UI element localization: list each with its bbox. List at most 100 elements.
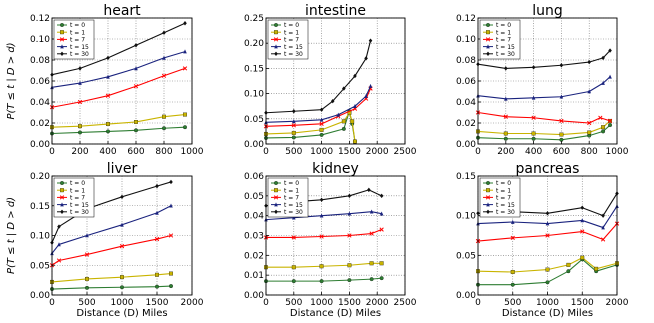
- y-tick-label: 0.02: [456, 119, 476, 129]
- data-point: [319, 117, 324, 122]
- data-point: [379, 276, 384, 281]
- y-tick-label: 0.08: [456, 56, 476, 66]
- y-tick-label: 0.12: [456, 14, 476, 24]
- series-line: [51, 285, 172, 290]
- data-point: [319, 107, 324, 112]
- data-point: [353, 73, 357, 79]
- x-tick-label: 500: [504, 298, 521, 308]
- series-line: [266, 229, 382, 239]
- x-tick-label: 2000: [181, 298, 204, 308]
- data-point: [291, 265, 296, 270]
- legend-label: t = 7: [284, 37, 299, 44]
- data-point: [369, 261, 374, 266]
- series-line: [51, 114, 186, 128]
- x-tick-label: 200: [71, 147, 88, 157]
- y-tick-label: 0.05: [456, 251, 476, 261]
- legend-marker: [273, 37, 279, 42]
- series-t=0: [50, 284, 173, 291]
- legend-marker: [274, 202, 278, 207]
- legend-label: t = 30: [70, 209, 89, 216]
- chart-title: intestine: [305, 3, 366, 19]
- legend-marker: [486, 188, 490, 193]
- series-line: [266, 277, 382, 282]
- x-tick-label: 600: [127, 147, 144, 157]
- x-tick-label: 0: [475, 298, 481, 308]
- data-point: [341, 126, 346, 131]
- data-point: [559, 63, 564, 68]
- x-tick-label: 1000: [181, 147, 204, 157]
- legend-label: t = 1: [284, 29, 299, 36]
- legend-marker: [486, 51, 490, 56]
- series-t=1: [50, 112, 187, 130]
- legend-label: t = 0: [496, 180, 511, 187]
- data-point: [587, 120, 592, 126]
- data-point: [292, 109, 296, 114]
- data-point: [291, 130, 296, 135]
- data-point: [379, 193, 384, 199]
- data-point: [601, 129, 606, 134]
- data-point: [369, 277, 374, 282]
- x-tick-label: 200: [497, 147, 514, 157]
- y-tick-label: 0.04: [244, 212, 264, 222]
- legend-label: t = 15: [70, 202, 89, 209]
- legend-marker: [486, 181, 490, 185]
- legend-marker: [486, 30, 490, 35]
- data-point: [292, 215, 296, 220]
- y-tick-label: 0.06: [244, 172, 264, 182]
- y-tick-label: 0.00: [244, 291, 264, 301]
- y-tick-label: 0.15: [244, 64, 264, 74]
- x-tick-label: 500: [285, 298, 302, 308]
- data-point: [580, 229, 585, 234]
- data-point: [133, 84, 139, 89]
- legend-label: t = 7: [70, 195, 85, 202]
- x-tick-label: 600: [553, 147, 570, 157]
- data-point: [503, 114, 508, 119]
- data-point: [368, 83, 373, 88]
- x-tick-label: 1000: [606, 147, 629, 157]
- x-axis-label: Distance (D) Miles: [502, 308, 593, 319]
- data-point: [379, 211, 384, 216]
- x-tick-label: 1000: [310, 298, 333, 308]
- data-point: [601, 213, 605, 218]
- data-point: [319, 121, 324, 126]
- chart-panel-3: liver 0 500 1000 1500 2000 0.00 0.05 0.10 0.15 0.2…: [6, 161, 204, 319]
- chart-panel-0: heart 0 200 400 600 800 1000 0.00 0.02 0.04 0.06 0.…: [6, 3, 204, 157]
- data-point: [85, 233, 89, 238]
- data-point: [57, 242, 61, 247]
- data-point: [347, 233, 352, 238]
- y-tick-label: 0.20: [244, 39, 264, 49]
- legend-label: t = 0: [284, 180, 299, 187]
- data-point: [319, 213, 324, 218]
- data-point: [601, 55, 605, 61]
- y-tick-label: 0.10: [30, 232, 50, 242]
- data-point: [106, 55, 110, 61]
- x-tick-label: 800: [155, 147, 172, 157]
- data-point: [336, 112, 341, 117]
- legend-label: t = 7: [496, 37, 511, 44]
- chart-panel-2: lung 0 200 400 600 800 1000 0.00 0.02 0.04 0.06 0.0…: [456, 3, 629, 157]
- data-point: [531, 115, 536, 120]
- chart-panel-4: kidney 0 500 1000 1500 2000 2500 0.00 0.01 0.02 0.…: [244, 161, 417, 319]
- data-point: [510, 235, 515, 241]
- series-t=7: [475, 110, 613, 126]
- legend-label: t = 0: [70, 180, 85, 187]
- legend-label: t = 7: [496, 195, 511, 202]
- legend-marker: [273, 195, 279, 200]
- legend: t = 0t = 1t = 7t = 15t = 30: [479, 177, 521, 218]
- chart-title: liver: [107, 161, 138, 177]
- data-point: [503, 136, 508, 141]
- data-point: [57, 224, 61, 229]
- x-tick-label: 2000: [366, 147, 389, 157]
- series-line: [477, 205, 618, 229]
- x-tick-label: 0: [49, 147, 55, 157]
- legend-label: t = 7: [70, 37, 85, 44]
- data-point: [601, 225, 605, 230]
- legend-label: t = 0: [70, 22, 85, 29]
- data-point: [183, 21, 187, 26]
- y-tick-label: 0.15: [456, 172, 476, 182]
- x-tick-label: 800: [581, 147, 598, 157]
- data-point: [545, 221, 550, 226]
- data-point: [364, 93, 368, 98]
- data-point: [353, 139, 357, 144]
- legend-marker: [59, 37, 65, 42]
